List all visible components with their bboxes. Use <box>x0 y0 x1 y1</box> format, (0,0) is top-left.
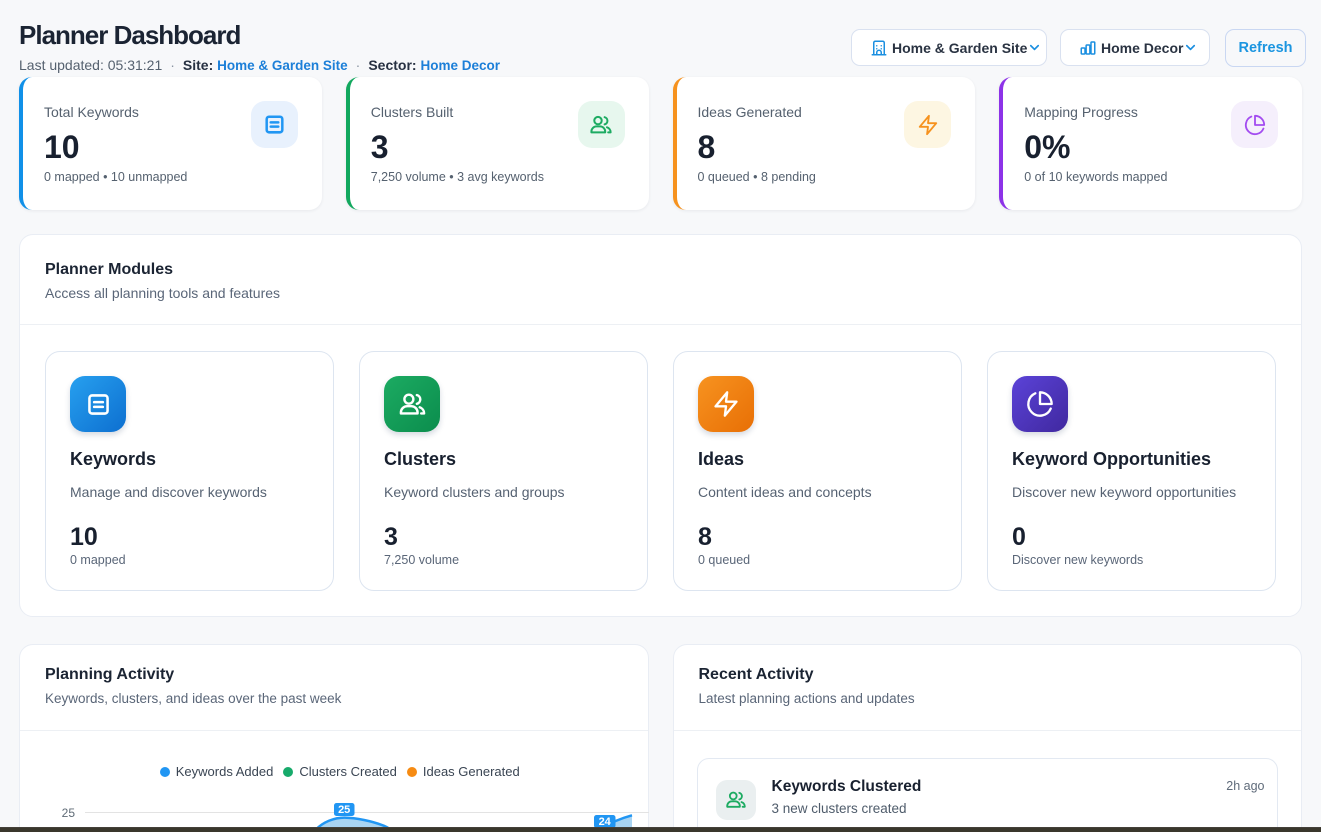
svg-text:24: 24 <box>599 816 612 828</box>
svg-text:25: 25 <box>62 806 76 820</box>
svg-text:25: 25 <box>338 804 350 816</box>
